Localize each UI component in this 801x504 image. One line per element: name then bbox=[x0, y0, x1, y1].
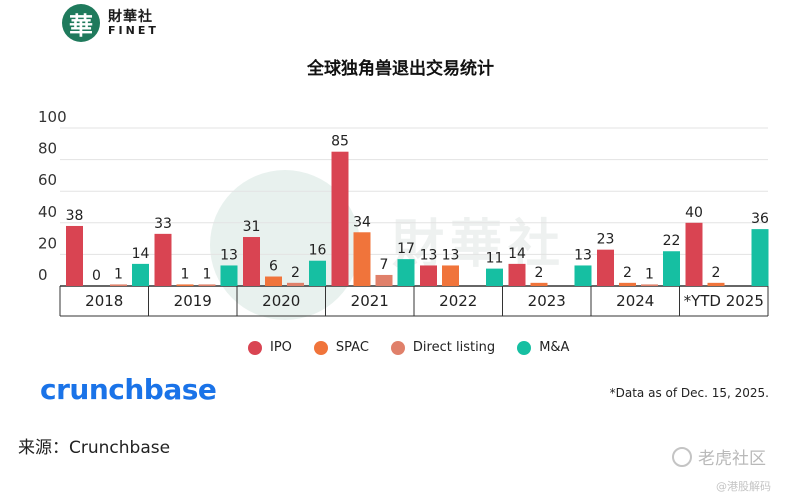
y-tick-label: 20 bbox=[38, 234, 57, 252]
bar-ipo bbox=[685, 222, 703, 286]
data-label: 36 bbox=[751, 211, 769, 227]
legend-label: M&A bbox=[539, 340, 570, 355]
bar-ipo bbox=[154, 233, 172, 286]
data-label: 6 bbox=[269, 259, 278, 275]
source-text: 来源：Crunchbase bbox=[18, 438, 171, 458]
bar-direct-listing bbox=[375, 274, 393, 286]
bar-m-a bbox=[397, 259, 415, 286]
data-label: 13 bbox=[220, 247, 238, 263]
x-tick-label: 2022 bbox=[439, 292, 477, 310]
bar-ipo bbox=[597, 249, 614, 286]
data-label: 2 bbox=[712, 265, 721, 281]
bar-ipo bbox=[331, 151, 349, 286]
bar-spac bbox=[442, 265, 459, 286]
bar-m-a bbox=[574, 265, 592, 286]
data-label: 2 bbox=[291, 265, 300, 281]
legend-label: SPAC bbox=[335, 340, 369, 355]
x-tick-label: 2021 bbox=[351, 292, 389, 310]
bar-m-a bbox=[220, 265, 238, 286]
tiger-sub-label: @港股解码 bbox=[716, 480, 771, 493]
legend-swatch bbox=[517, 340, 532, 355]
chart-title: 全球独角兽退出交易统计 bbox=[307, 59, 494, 79]
data-label: 13 bbox=[420, 247, 438, 263]
x-tick-label: 2024 bbox=[616, 292, 654, 310]
legend-item: M&A bbox=[517, 340, 569, 355]
data-label: 22 bbox=[663, 233, 681, 249]
legend-item: Direct listing bbox=[390, 340, 496, 355]
data-label: 33 bbox=[154, 216, 172, 232]
data-label: 13 bbox=[574, 247, 592, 263]
legend-item: SPAC bbox=[313, 340, 369, 355]
data-label: 1 bbox=[114, 266, 123, 282]
y-tick-label: 80 bbox=[38, 140, 57, 158]
bar-ipo bbox=[508, 263, 526, 286]
bar-direct-listing bbox=[198, 284, 216, 286]
data-label: 14 bbox=[132, 246, 150, 262]
legend-label: IPO bbox=[270, 340, 292, 355]
data-label: 40 bbox=[685, 205, 703, 221]
chart-legend: IPO SPAC Direct listing M&A bbox=[248, 340, 569, 355]
data-label: 1 bbox=[181, 266, 190, 282]
legend-swatch bbox=[313, 340, 328, 355]
bar-m-a bbox=[663, 251, 680, 286]
data-label: 2 bbox=[535, 265, 544, 281]
bar-spac bbox=[176, 284, 194, 286]
data-label: 17 bbox=[397, 241, 415, 257]
data-label: 16 bbox=[309, 243, 327, 259]
bar-ipo bbox=[66, 225, 83, 286]
data-label: 7 bbox=[380, 257, 389, 273]
bar-ipo bbox=[243, 237, 260, 286]
data-label: 31 bbox=[243, 219, 261, 235]
y-tick-label: 40 bbox=[38, 203, 57, 221]
x-tick-label: *YTD 2025 bbox=[684, 292, 764, 310]
y-tick-label: 100 bbox=[38, 108, 67, 126]
bar-spac bbox=[265, 276, 282, 286]
x-tick-label: 2020 bbox=[262, 292, 300, 310]
bar-spac bbox=[707, 282, 725, 286]
tiger-logo-icon bbox=[672, 446, 692, 467]
data-label: 23 bbox=[597, 232, 615, 248]
legend-swatch bbox=[248, 340, 262, 355]
tiger-community-watermark: 老虎社区 bbox=[672, 444, 766, 469]
data-label: 0 bbox=[92, 268, 101, 284]
bar-spac bbox=[353, 232, 371, 286]
data-label: 85 bbox=[331, 134, 349, 150]
data-note: *Data as of Dec. 15, 2025. bbox=[609, 386, 769, 400]
data-label: 1 bbox=[645, 266, 654, 282]
bar-m-a bbox=[132, 263, 149, 286]
y-tick-label: 0 bbox=[38, 266, 48, 284]
y-tick-label: 60 bbox=[38, 171, 57, 189]
bar-m-a bbox=[486, 268, 503, 286]
bar-spac bbox=[530, 282, 548, 286]
legend-label: Direct listing bbox=[412, 340, 496, 355]
crunchbase-brand: crunchbase bbox=[40, 373, 217, 406]
data-label: 11 bbox=[486, 251, 504, 267]
logo-english-text: FINET bbox=[108, 24, 159, 37]
bar-m-a bbox=[751, 229, 769, 286]
x-tick-label: 2018 bbox=[85, 292, 123, 310]
bar-direct-listing bbox=[110, 284, 127, 286]
data-label: 14 bbox=[508, 246, 526, 262]
legend-swatch bbox=[390, 340, 405, 355]
data-label: 34 bbox=[353, 214, 371, 230]
data-label: 1 bbox=[203, 266, 212, 282]
legend-item: IPO bbox=[248, 340, 292, 355]
bar-direct-listing bbox=[641, 284, 658, 286]
bar-direct-listing bbox=[287, 282, 304, 286]
data-label: 2 bbox=[623, 265, 632, 281]
x-tick-label: 2023 bbox=[528, 292, 566, 310]
data-label: 13 bbox=[442, 247, 460, 263]
tiger-label: 老虎社区 bbox=[698, 449, 766, 469]
finet-logo-icon: 華 bbox=[62, 4, 100, 42]
bar-ipo bbox=[420, 265, 437, 286]
bar-spac bbox=[619, 282, 636, 286]
bar-m-a bbox=[309, 260, 326, 286]
data-label: 38 bbox=[66, 208, 84, 224]
logo-chinese-text: 財華社 bbox=[108, 9, 153, 25]
x-tick-label: 2019 bbox=[174, 292, 212, 310]
